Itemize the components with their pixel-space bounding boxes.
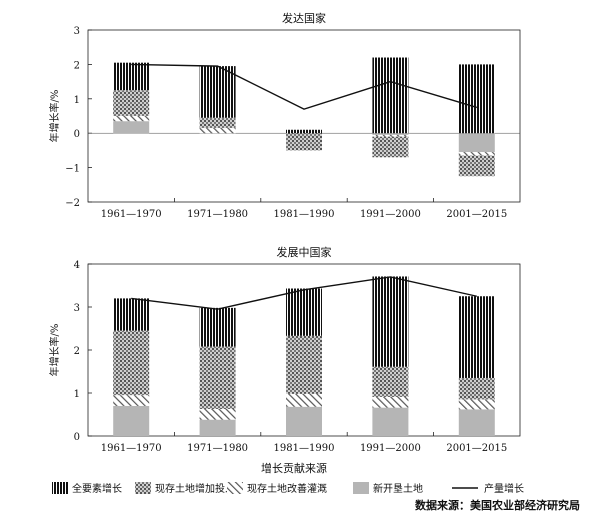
bar-segment: [458, 152, 495, 156]
bar-segment: [458, 296, 495, 378]
bar-segment: [286, 129, 322, 134]
y-tick-label: 3: [74, 303, 80, 314]
bar-segment: [458, 133, 495, 153]
bar-segment: [372, 134, 409, 137]
bar-segment: [113, 90, 150, 116]
legend-label: 产量增长: [484, 482, 524, 495]
legend-swatch: [353, 482, 369, 494]
bar-segment: [458, 155, 495, 177]
bar-segment: [372, 57, 409, 134]
bar-segment: [199, 419, 236, 436]
y-axis-label: 年增长率/%: [48, 324, 61, 377]
bar-segment: [113, 298, 150, 331]
bar-segment: [286, 288, 322, 336]
bar-segment: [458, 409, 495, 436]
y-tick-label: 1: [74, 95, 80, 106]
legend-label: 新开垦土地: [373, 482, 423, 495]
chart-title: 发展中国家: [277, 245, 332, 259]
bar-segment: [199, 346, 236, 409]
bar-segment: [458, 64, 495, 134]
bar-segment: [199, 307, 236, 347]
x-tick-label: 2001—2015: [446, 209, 507, 220]
legend-swatch: [135, 482, 151, 494]
bar-segment: [113, 330, 150, 396]
x-tick-label: 2001—2015: [446, 443, 507, 454]
bar-segment: [199, 408, 236, 420]
bar-segment: [113, 121, 150, 134]
x-tick-label: 1981—1990: [274, 209, 335, 220]
bar-segment: [113, 395, 150, 406]
bar-segment: [113, 116, 150, 122]
bar-segment: [113, 62, 150, 91]
y-tick-label: 2: [74, 60, 80, 71]
bar-segment: [458, 399, 495, 410]
bar-segment: [199, 117, 236, 129]
y-tick-label: −1: [65, 164, 80, 175]
legend-label: 现存土地增加投入: [155, 482, 235, 495]
legend: 全要素增长 现存土地增加投入 现存土地改善灌溉 新开垦土地 产量增长: [52, 482, 524, 495]
bar-segment: [372, 133, 409, 135]
y-tick-label: 0: [74, 129, 80, 140]
legend-swatch: [227, 482, 243, 494]
legend-swatch: [52, 482, 68, 494]
x-tick-label: 1991—2000: [360, 443, 421, 454]
legend-label: 现存土地改善灌溉: [247, 482, 327, 495]
bar-segment: [199, 66, 236, 118]
y-tick-label: 3: [74, 26, 80, 37]
bar-segment: [113, 405, 150, 436]
legend-item: 现存土地增加投入: [135, 482, 235, 495]
y-tick-label: 0: [74, 432, 80, 443]
y-tick-label: 4: [74, 260, 80, 271]
output-growth-line: [131, 276, 477, 310]
legend-item: 现存土地改善灌溉: [227, 482, 327, 495]
y-tick-label: 2: [74, 346, 80, 357]
bar-segment: [372, 366, 409, 397]
x-tick-label: 1971—1980: [187, 209, 248, 220]
bar-segment: [458, 377, 495, 400]
y-tick-label: −2: [65, 198, 80, 209]
legend-item: 新开垦土地: [353, 482, 423, 495]
bar-segment: [372, 136, 409, 158]
x-axis-label: 增长贡献来源: [261, 461, 327, 475]
bar-segment: [286, 133, 322, 151]
bar-segment: [199, 128, 236, 134]
data-source-note: 数据来源：美国农业部经济研究局: [415, 499, 580, 512]
bar-segment: [286, 393, 322, 407]
legend-item: 全要素增长: [52, 482, 122, 495]
bar-segment: [372, 407, 409, 436]
bar-segment: [372, 276, 409, 367]
chart-panel-1: 发达国家 −2 −1 0 1 2 3 年增长率/% 1961—1970 1971—1980 1981…: [48, 11, 521, 220]
output-growth-line: [131, 63, 478, 110]
legend-label: 全要素增长: [72, 482, 122, 495]
x-tick-label: 1991—2000: [360, 209, 421, 220]
bar-segment: [372, 396, 409, 408]
y-tick-label: 1: [74, 389, 80, 400]
bar-segment: [286, 335, 322, 394]
x-tick-label: 1981—1990: [274, 443, 335, 454]
x-tick-label: 1961—1970: [101, 209, 162, 220]
x-tick-label: 1971—1980: [187, 443, 248, 454]
plot-frame: [87, 29, 521, 203]
x-tick-label: 1961—1970: [101, 443, 162, 454]
legend-item: 产量增长: [452, 482, 524, 495]
chart-title: 发达国家: [282, 11, 326, 25]
y-axis-label: 年增长率/%: [48, 90, 61, 143]
bar-segment: [286, 406, 322, 436]
chart-panel-2: 发展中国家 0 1 2 3 4 年增长率/% 1961—1970 1971—1980 1981—1…: [48, 245, 521, 454]
